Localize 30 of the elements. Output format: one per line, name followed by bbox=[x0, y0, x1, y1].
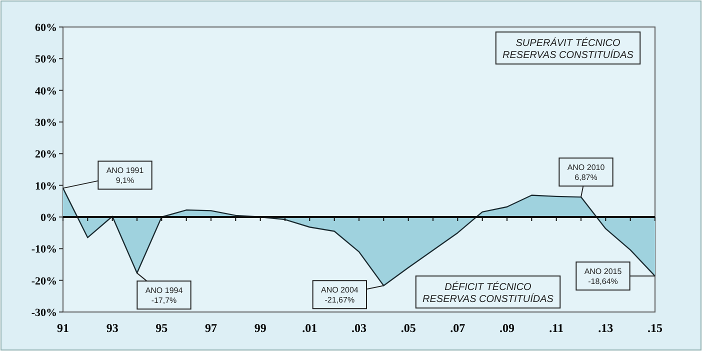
annotation: SUPERÁVIT TÉCNICO RESERVAS CONSTITUÍDAS bbox=[502, 37, 634, 61]
y-tick-label: 50% bbox=[35, 54, 57, 66]
x-tick-label: .03 bbox=[352, 321, 366, 335]
x-tick-label: .13 bbox=[598, 321, 614, 335]
annotation: ANO 2015 -18,64% bbox=[584, 267, 622, 286]
annotation: DÉFICIT TÉCNICO RESERVAS CONSTITUÍDAS bbox=[422, 281, 554, 305]
y-tick-label: 40% bbox=[35, 85, 57, 98]
x-tick-label: 93 bbox=[106, 321, 118, 335]
x-tick-label: .05 bbox=[400, 321, 416, 335]
x-tick-label: 91 bbox=[57, 321, 69, 335]
y-tick-label: -10% bbox=[31, 244, 57, 256]
annotation: ANO 1994 -17,7% bbox=[145, 286, 184, 306]
y-tick-label: -30% bbox=[31, 307, 57, 319]
x-tick-label: 95 bbox=[156, 321, 168, 335]
x-tick-label: .15 bbox=[648, 321, 662, 335]
x-tick-label: .09 bbox=[500, 321, 514, 335]
y-tick-label: 20% bbox=[35, 148, 57, 161]
y-tick-label: 10% bbox=[35, 180, 57, 192]
y-tick-label: 0% bbox=[40, 212, 57, 224]
x-tick-label: .01 bbox=[302, 321, 318, 335]
x-tick-label: .07 bbox=[450, 321, 466, 335]
y-tick-label: -20% bbox=[31, 275, 57, 288]
x-tick-label: .11 bbox=[549, 321, 564, 335]
annotation: ANO 2004 -21,67% bbox=[320, 286, 359, 305]
annotation: ANO 1991 9,1% bbox=[106, 166, 144, 186]
y-tick-label: 30% bbox=[35, 117, 57, 129]
x-tick-label: 99 bbox=[254, 321, 266, 335]
x-tick-label: 97 bbox=[205, 321, 217, 335]
annotation: ANO 2010 6,87% bbox=[567, 163, 606, 182]
y-tick-label: 60% bbox=[35, 22, 57, 34]
